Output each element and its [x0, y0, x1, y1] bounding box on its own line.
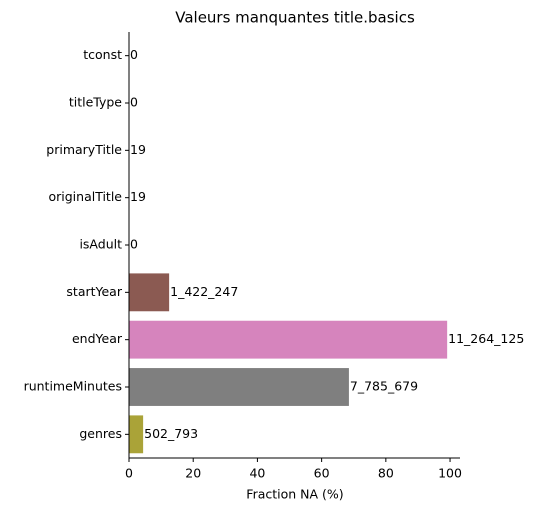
y-tick-label: primaryTitle [46, 142, 122, 157]
data-label: 11_264_125 [448, 331, 524, 346]
y-tick-label: endYear [72, 331, 123, 346]
data-label: 502_793 [144, 426, 198, 441]
x-tick-label: 20 [185, 466, 201, 481]
y-tick-label: startYear [66, 284, 122, 299]
x-tick-label: 40 [249, 466, 265, 481]
y-tick-label: originalTitle [48, 189, 122, 204]
data-label: 19 [130, 189, 146, 204]
x-tick-label: 0 [125, 466, 133, 481]
bar [129, 273, 169, 311]
x-tick-label: 100 [438, 466, 462, 481]
bar [129, 368, 349, 406]
chart-title: Valeurs manquantes title.basics [175, 9, 415, 27]
bar [129, 415, 143, 453]
data-label: 1_422_247 [170, 284, 238, 299]
data-label: 0 [130, 237, 138, 252]
data-label: 0 [130, 47, 138, 62]
y-tick-label: isAdult [79, 237, 122, 252]
data-label: 19 [130, 142, 146, 157]
x-axis-label: Fraction NA (%) [246, 487, 343, 502]
data-label: 0 [130, 95, 138, 110]
x-tick-label: 60 [314, 466, 330, 481]
bar [129, 321, 447, 359]
data-label: 7_785_679 [350, 379, 418, 394]
y-tick-label: runtimeMinutes [24, 379, 122, 394]
y-tick-label: genres [79, 426, 122, 441]
x-tick-label: 80 [378, 466, 394, 481]
y-tick-label: titleType [69, 95, 122, 110]
y-tick-label: tconst [83, 47, 122, 62]
